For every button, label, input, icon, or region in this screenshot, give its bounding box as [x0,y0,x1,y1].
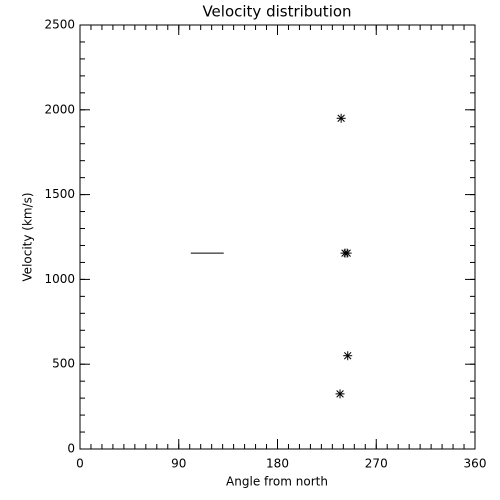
y-tick-label: 0 [67,442,75,456]
x-tick-label: 270 [365,457,388,471]
asterisk-point [342,248,352,258]
y-tick-label: 2500 [44,18,75,32]
asterisk-point [336,113,346,123]
y-axis-label: Velocity (km/s) [21,192,35,281]
chart-title: Velocity distribution [202,3,351,21]
plot-frame [79,24,476,450]
x-tick-label: 180 [266,457,289,471]
x-axis-label: Angle from north [226,475,328,489]
x-tick-label: 90 [171,457,186,471]
asterisk-point [343,351,353,361]
y-tick-label: 1000 [44,272,75,286]
asterisk-stroke [343,351,352,360]
y-tick-label: 500 [52,357,75,371]
x-tick-label: 0 [76,457,84,471]
asterisk-stroke [343,249,351,257]
y-tick-label: 2000 [44,102,75,116]
y-tick-label: 1500 [44,187,75,201]
asterisk-stroke [337,114,345,123]
asterisk-stroke [336,390,344,398]
asterisk-point [335,389,345,399]
x-tick-label: 360 [464,457,487,471]
